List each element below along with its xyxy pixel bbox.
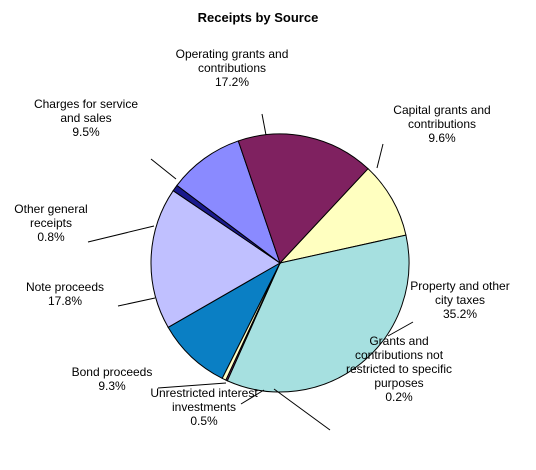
- slice-category-label: receipts: [30, 216, 72, 230]
- slice-category-label: Bond proceeds: [72, 365, 153, 379]
- slice-category-label: contributions not: [355, 348, 444, 362]
- slice-category-label: contributions: [408, 117, 476, 131]
- slice-label: Operating grants and contributions 17.2%: [176, 47, 289, 89]
- leader-line: [117, 297, 156, 307]
- slice-category-label: Property and other: [410, 279, 509, 293]
- leader-lines: [87, 113, 414, 431]
- slice-category-label: contributions: [198, 61, 266, 75]
- leader-line: [150, 158, 177, 180]
- leader-line: [376, 143, 384, 169]
- slice-category-label: Grants and: [369, 334, 428, 348]
- slice-category-label: purposes: [374, 376, 423, 390]
- slice-label: Bond proceeds 9.3%: [72, 365, 153, 393]
- leader-line: [273, 388, 331, 431]
- slice-category-label: city taxes: [435, 293, 485, 307]
- slice-label: Property and other city taxes 35.2%: [410, 279, 509, 321]
- slice-value-label: 9.5%: [72, 125, 100, 139]
- slice-label: Capital grants and contributions 9.6%: [393, 103, 490, 145]
- pie-slice: [226, 234, 410, 393]
- slice-value-label: 35.2%: [443, 307, 477, 321]
- slice-category-label: restricted to specific: [346, 362, 452, 376]
- slice-category-label: Capital grants and: [393, 103, 490, 117]
- slice-category-label: Operating grants and: [176, 47, 289, 61]
- slice-label: Note proceeds 17.8%: [26, 280, 104, 308]
- leader-line: [87, 225, 155, 243]
- pie-slice: [176, 140, 281, 265]
- pie-slice: [237, 133, 369, 264]
- slice-value-label: 0.8%: [37, 230, 65, 244]
- slice-value-label: 0.2%: [385, 390, 413, 404]
- slice-category-label: and sales: [60, 111, 111, 125]
- chart-title: Receipts by Source: [198, 10, 319, 25]
- pie-slices: [150, 133, 410, 393]
- pie-slice: [150, 189, 281, 329]
- slice-labels: Capital grants and contributions 9.6%Prope…: [14, 47, 509, 428]
- slice-label: Grants and contributions not restricted to…: [346, 334, 452, 404]
- leader-line: [261, 113, 267, 136]
- slice-category-label: Note proceeds: [26, 280, 104, 294]
- pie-slice: [278, 167, 407, 264]
- slice-value-label: 17.2%: [215, 75, 249, 89]
- slice-value-label: 0.5%: [190, 414, 218, 428]
- slice-category-label: investments: [172, 400, 236, 414]
- slice-category-label: Unrestricted interest: [150, 386, 258, 400]
- slice-value-label: 9.6%: [428, 131, 456, 145]
- slice-category-label: Charges for service: [34, 97, 138, 111]
- slice-category-label: Other general: [14, 202, 87, 216]
- slice-value-label: 17.8%: [48, 294, 82, 308]
- leader-line: [240, 389, 265, 405]
- slice-label: Unrestricted interest investments 0.5%: [150, 386, 258, 428]
- slice-label: Other general receipts 0.8%: [14, 202, 87, 244]
- leader-line: [157, 382, 227, 389]
- slice-value-label: 9.3%: [98, 379, 126, 393]
- slice-label: Charges for service and sales 9.5%: [34, 97, 138, 139]
- leader-line: [387, 321, 414, 337]
